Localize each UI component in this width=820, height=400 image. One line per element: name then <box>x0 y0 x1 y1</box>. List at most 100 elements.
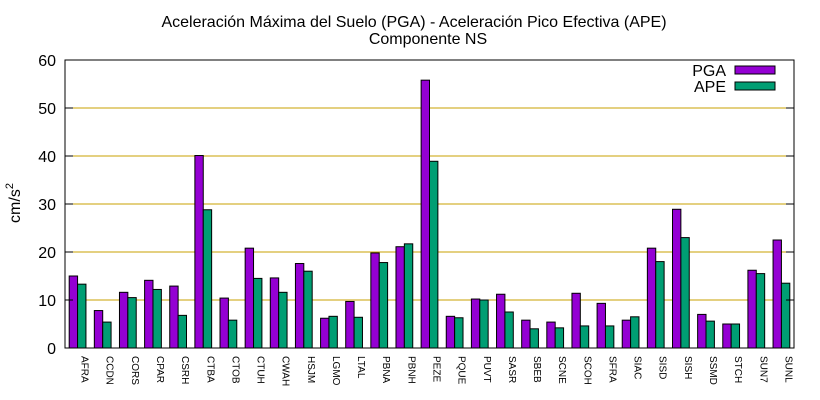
bar-ape-pbna <box>378 262 389 349</box>
bars <box>68 79 791 349</box>
bar-ape-sish <box>680 237 690 349</box>
bar-pga-afra <box>68 275 79 349</box>
bar-ape-puvt <box>479 299 489 349</box>
bar-ape-peze <box>429 160 439 349</box>
bar-ape-pbnh <box>403 243 414 349</box>
bar-ape-cors <box>127 297 137 349</box>
x-tick-label: LGMO <box>330 356 341 386</box>
bar-ape-ctuh <box>253 277 263 349</box>
legend-swatch-ape <box>734 81 776 91</box>
y-axis-label-exponent: 2 <box>4 183 16 189</box>
bar-ape-lgmo <box>328 315 338 349</box>
bar-ape-ccdn <box>102 321 112 349</box>
x-tick-label: SFRA <box>606 356 617 383</box>
chart-subtitle: Componente NS <box>369 31 487 48</box>
bar-pga-hsjm <box>294 263 305 349</box>
bar-ape-hsjm <box>303 270 313 349</box>
bar-ape-sun7 <box>755 273 766 349</box>
bar-ape-sisd <box>655 261 665 349</box>
y-tick-label: 10 <box>38 293 56 310</box>
bar-pga-sasr <box>496 293 506 349</box>
x-tick-label: HSJM <box>305 356 316 383</box>
x-tick-label: CCDN <box>104 356 115 385</box>
x-tick-label: SUNL <box>782 356 793 383</box>
axes: 0 10 20 30 40 50 60 AFRA CCDN CORS CPAR CSRH CTBA CTO… <box>38 53 795 386</box>
x-tick-label: CTUH <box>255 356 266 384</box>
y-tick-label: 30 <box>38 197 56 214</box>
bar-pga-pbnh <box>395 246 405 349</box>
y-tick-label: 20 <box>38 245 56 262</box>
x-tick-label: SCOH <box>581 356 592 385</box>
x-tick-label: PEZE <box>431 356 442 382</box>
x-tick-label: CTBA <box>204 356 215 383</box>
bar-ape-sbeb <box>529 328 539 349</box>
bar-pga-scne <box>546 321 556 349</box>
bar-pga-ctuh <box>244 247 255 349</box>
x-tick-label: PBNH <box>405 356 416 384</box>
x-tick-label: AFRA <box>79 356 90 383</box>
bar-pga-peze <box>420 79 431 349</box>
bar-pga-sisd <box>646 247 657 349</box>
bar-pga-stch <box>722 323 732 349</box>
bar-pga-puvt <box>470 298 481 349</box>
bar-pga-ctob <box>219 297 229 349</box>
y-tick-label: 50 <box>38 101 56 118</box>
x-tick-label: SBEB <box>531 356 542 383</box>
bar-ape-scne <box>554 327 565 349</box>
y-tick-label: 60 <box>38 53 56 70</box>
bar-pga-sunl <box>772 239 782 349</box>
bar-pga-cpar <box>144 279 154 349</box>
x-tick-label: SASR <box>506 356 517 383</box>
bar-ape-afra <box>77 283 87 349</box>
bar-pga-pque <box>445 315 456 349</box>
bar-ape-sunl <box>780 282 791 349</box>
bar-ape-cpar <box>152 288 162 349</box>
x-tick-label: LTAL <box>355 356 366 379</box>
x-tick-label: SUN7 <box>757 356 768 383</box>
chart-title: Aceleración Máxima del Suelo (PGA) - Ace… <box>161 14 666 31</box>
bar-pga-ssmd <box>697 313 707 349</box>
y-axis-label: cm/s2 <box>4 183 24 223</box>
bar-pga-pbna <box>370 252 380 349</box>
bar-pga-ccdn <box>93 310 104 349</box>
bar-pga-sfra <box>596 302 606 349</box>
legend-label-ape: APE <box>694 79 726 96</box>
bar-pga-lgmo <box>320 317 330 349</box>
bar-pga-ctba <box>194 155 204 349</box>
svg-text:cm/s2: cm/s2 <box>4 183 24 223</box>
bar-pga-cors <box>118 291 129 349</box>
x-tick-label: CSRH <box>179 356 190 384</box>
bar-ape-scoh <box>579 325 590 349</box>
x-tick-label: SSMD <box>707 356 718 385</box>
x-tick-label: SIAC <box>632 356 643 379</box>
y-tick-label: 40 <box>38 149 56 166</box>
x-tick-label: CWAH <box>280 356 291 386</box>
bar-pga-csrh <box>169 285 179 349</box>
bar-pga-sish <box>672 208 682 349</box>
x-tick-label: PQUE <box>456 356 467 385</box>
legend-label-pga: PGA <box>692 63 726 80</box>
bar-pga-sbeb <box>521 319 531 349</box>
bar-ape-ctba <box>202 209 213 349</box>
bar-ape-sfra <box>604 325 615 349</box>
y-axis-label-unit: cm/s <box>7 189 24 223</box>
bar-ape-cwah <box>278 291 288 349</box>
x-tick-label: PBNA <box>380 356 391 384</box>
bar-ape-stch <box>730 323 741 349</box>
x-tick-label: SCNE <box>556 356 567 384</box>
bar-ape-siac <box>630 316 640 349</box>
bar-pga-siac <box>621 319 632 349</box>
bar-ape-ssmd <box>705 320 715 349</box>
y-tick-label: 0 <box>47 341 56 358</box>
bar-ape-ltal <box>353 316 363 349</box>
plot-border <box>64 59 795 349</box>
bar-pga-cwah <box>269 277 280 349</box>
x-tick-label: SISH <box>682 356 693 379</box>
x-tick-label: CPAR <box>154 356 165 383</box>
legend-swatch-pga <box>734 65 776 75</box>
x-tick-label: PUVT <box>481 356 492 383</box>
x-tick-label: CORS <box>129 356 140 385</box>
bar-pga-scoh <box>571 292 581 349</box>
bar-pga-ltal <box>345 300 355 349</box>
